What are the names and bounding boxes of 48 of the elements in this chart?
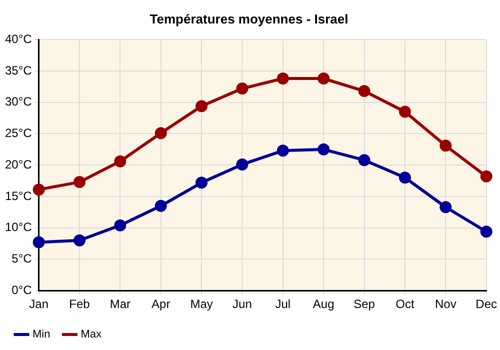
point: [236, 158, 248, 170]
x-tick-label: Jan: [29, 297, 48, 312]
x-tick-label: Jul: [275, 297, 291, 312]
point: [480, 170, 492, 182]
point: [398, 106, 411, 118]
point: [318, 72, 330, 85]
point: [358, 85, 370, 98]
point: [358, 154, 370, 166]
point: [196, 100, 208, 112]
point: [440, 140, 452, 152]
point: [114, 219, 126, 232]
y-tick-label: 10°C: [5, 220, 32, 234]
point: [73, 176, 86, 188]
point: [32, 184, 45, 196]
legend-label: Max: [80, 328, 102, 341]
y-tick-label: 35°C: [5, 63, 32, 78]
x-tick-label: Feb: [69, 297, 90, 312]
x-tick-label: Jun: [232, 297, 252, 312]
point: [32, 236, 45, 248]
y-tick-label: 15°C: [5, 188, 32, 203]
x-tick-label: Oct: [396, 297, 415, 312]
point: [318, 143, 330, 156]
x-tick-label: Aug: [312, 297, 334, 312]
y-tick-label: 25°C: [5, 126, 32, 140]
x-tick-label: Mar: [110, 297, 131, 312]
point: [154, 127, 167, 140]
x-tick-label: Sep: [354, 297, 376, 312]
point: [196, 176, 208, 189]
point: [154, 200, 167, 212]
point: [114, 155, 126, 168]
y-tick-label: 40°C: [5, 32, 32, 46]
x-tick-label: Nov: [434, 297, 456, 312]
x-tick-label: May: [190, 297, 213, 312]
legend-label: Min: [32, 328, 50, 341]
chart-title: Températures moyennes - Israel: [150, 11, 348, 26]
point: [276, 144, 289, 157]
point: [440, 201, 452, 214]
y-tick-label: 5°C: [12, 252, 32, 266]
point: [276, 72, 289, 85]
x-tick-label: Dec: [476, 297, 497, 312]
y-tick-label: 0°C: [12, 282, 32, 297]
x-tick-label: Apr: [152, 297, 170, 312]
point: [236, 82, 248, 95]
y-tick-label: 20°C: [5, 157, 32, 172]
y-tick-label: 30°C: [5, 94, 32, 109]
point: [480, 226, 492, 238]
point: [73, 234, 86, 246]
point: [398, 172, 411, 184]
